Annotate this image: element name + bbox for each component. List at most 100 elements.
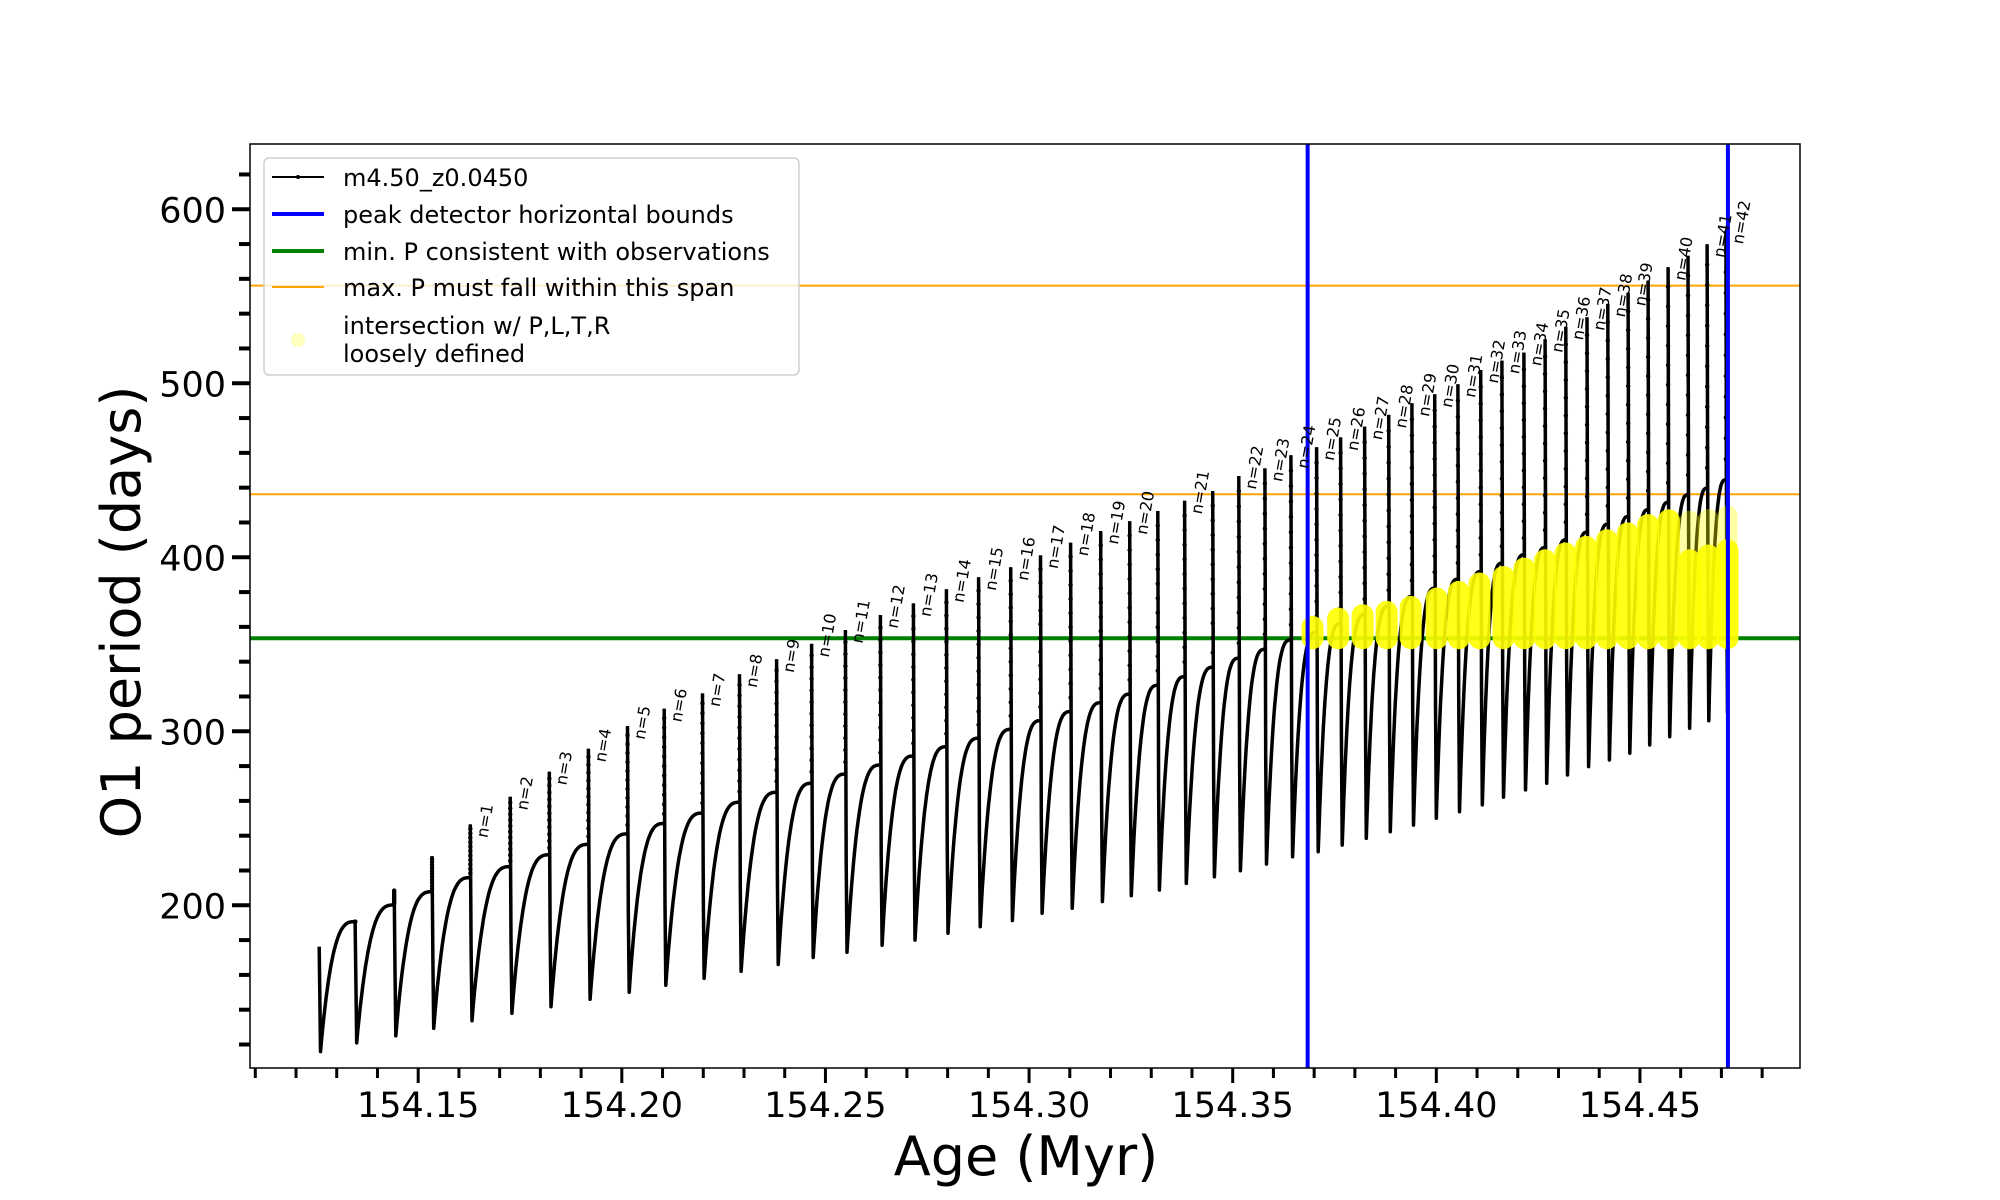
pulse-marker: [976, 628, 981, 634]
pulse-marker: [1665, 343, 1671, 348]
curve-cycle: [317, 919, 356, 1054]
pulse-marker: [843, 723, 848, 729]
pulse-marker: [1210, 620, 1215, 626]
pulse-marker: [911, 664, 916, 670]
pulse-marker: [1338, 590, 1343, 595]
legend-label-intersection: intersection w/ P,L,T,R: [343, 312, 610, 340]
pulse-marker: [737, 714, 742, 720]
pulse-marker: [1155, 523, 1160, 528]
pulse-marker: [1455, 463, 1461, 468]
pulse-marker: [1236, 610, 1242, 615]
pulse-marker: [1314, 568, 1319, 573]
pulse-marker: [1605, 320, 1610, 325]
pulse-marker: [1521, 451, 1527, 456]
pulse-marker: [1563, 377, 1569, 383]
pulse-marker: [737, 778, 742, 784]
pulse-marker: [1182, 527, 1187, 533]
pulse-marker: [1665, 304, 1671, 309]
pulse-marker: [944, 652, 949, 658]
pulse-marker: [1645, 373, 1651, 379]
pulse-marker: [1262, 526, 1268, 531]
pulse-marker: [1127, 547, 1132, 553]
pulse-marker: [1386, 460, 1391, 465]
pulse-marker: [1542, 406, 1548, 411]
pulse-marker: [1625, 402, 1631, 407]
pulse-marker: [1605, 466, 1610, 472]
pulse-marker: [1210, 635, 1215, 641]
pulse-marker: [1288, 560, 1294, 566]
pulse-marker: [1236, 549, 1242, 555]
pulse-marker: [878, 712, 883, 718]
pulse-marker: [774, 745, 779, 751]
pulse-marker: [547, 804, 552, 809]
pulse-marker: [1478, 502, 1483, 507]
y-tick-label: 400: [159, 539, 226, 579]
pulse-marker: [1038, 622, 1043, 627]
pulse-marker: [1645, 354, 1651, 360]
pulse-marker: [1645, 392, 1651, 398]
legend-label-max-p: max. P must fall within this span: [343, 274, 734, 302]
x-tick-label: 154.45: [1579, 1086, 1701, 1126]
pulse-marker: [1542, 493, 1548, 498]
pulse-marker: [1314, 491, 1319, 496]
pulse-marker: [1236, 564, 1242, 570]
pulse-marker: [547, 845, 552, 851]
pulse-marker: [1521, 434, 1527, 440]
pulse-marker: [1068, 624, 1073, 630]
pulse-marker: [1210, 503, 1215, 508]
pulse-marker: [944, 639, 949, 644]
y-tick-label: 500: [159, 365, 226, 405]
pulse-marker: [1362, 487, 1367, 492]
pulse-marker: [508, 835, 513, 840]
pulse-marker: [661, 744, 667, 750]
pulse-marker: [508, 852, 513, 858]
pulse-marker: [1386, 508, 1391, 513]
pulse-marker: [1210, 606, 1215, 611]
pulse-marker: [468, 848, 473, 854]
pulse-marker: [1478, 435, 1483, 440]
curve-cycle: [878, 614, 915, 948]
pulse-marker: [1704, 282, 1710, 288]
pulse-marker: [1098, 686, 1103, 691]
pulse-marker: [774, 701, 779, 706]
pulse-marker: [661, 716, 667, 721]
pulse-marker: [1584, 458, 1590, 463]
x-tick-label: 154.15: [357, 1086, 479, 1126]
y-axis: 200 300 400 500 600: [159, 172, 250, 1047]
pulse-marker: [1478, 485, 1483, 490]
pulse-marker: [1127, 605, 1132, 610]
curve-cycle: [1008, 567, 1042, 923]
pulse-marker: [1008, 632, 1013, 637]
pulse-marker: [1182, 557, 1187, 562]
pulse-marker: [1685, 472, 1691, 478]
pulse-marker: [1210, 576, 1215, 582]
pulse-marker: [429, 856, 435, 862]
pulse-marker: [1098, 657, 1103, 663]
pulse-marker: [1262, 556, 1268, 562]
pulse-marker: [547, 790, 552, 795]
pulse-marker: [1314, 460, 1319, 465]
y-tick-label: 300: [159, 713, 226, 753]
pulse-marker: [1665, 323, 1671, 329]
pulse-marker: [1542, 423, 1548, 429]
pulse-marker: [1008, 592, 1013, 597]
pulse-marker: [843, 747, 848, 753]
pulse-marker: [586, 834, 591, 839]
pulse-marker: [911, 728, 916, 733]
x-tick-label: 154.40: [1375, 1086, 1497, 1126]
pulse-marker: [737, 736, 742, 741]
curve-cycle: [1182, 500, 1214, 886]
pulse-marker: [1127, 619, 1132, 625]
legend-box: [263, 157, 800, 376]
pulse-marker: [661, 811, 667, 817]
pulse-marker: [468, 866, 473, 871]
pulse-marker: [1665, 363, 1671, 368]
pulse-marker: [1478, 384, 1483, 390]
pulse-marker: [1362, 518, 1367, 523]
pulse-marker: [1645, 412, 1651, 417]
curve-cycle: [547, 771, 589, 1009]
pulse-marker: [1704, 404, 1710, 410]
pulse-marker: [1409, 562, 1415, 567]
curve-cycle: [911, 603, 948, 942]
pulse-marker: [1236, 519, 1242, 524]
